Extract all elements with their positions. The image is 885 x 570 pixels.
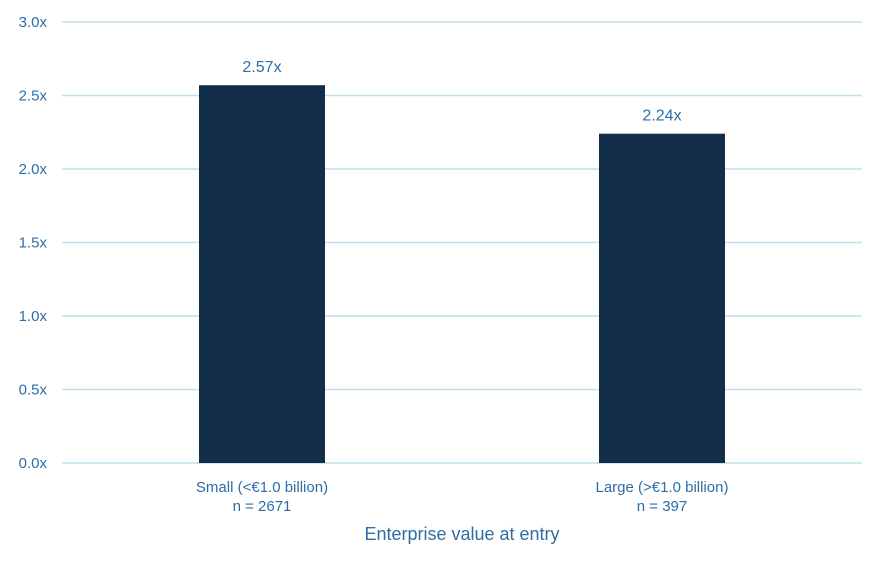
bar-value-label: 2.57x (242, 59, 281, 76)
y-tick-label: 3.0x (19, 14, 48, 31)
y-axis-tick-labels: 0.0x 0.5x 1.0x 1.5x 2.0x 2.5x 3.0x (19, 14, 48, 472)
x-axis-title: Enterprise value at entry (364, 524, 559, 544)
y-tick-label: 0.5x (19, 382, 48, 399)
y-tick-label: 2.0x (19, 161, 48, 178)
data-labels: 2.57x 2.24x (242, 59, 681, 125)
x-category-label: Large (>€1.0 billion) (595, 479, 728, 496)
bar (599, 133, 725, 463)
y-tick-label: 2.5x (19, 88, 48, 105)
bar (199, 85, 325, 464)
x-category-sublabel: n = 397 (637, 498, 687, 515)
y-tick-label: 1.0x (19, 308, 48, 325)
x-axis-category-labels: Small (<€1.0 billion) n = 2671 Large (>€1.… (196, 479, 729, 515)
y-tick-label: 0.0x (19, 455, 48, 472)
bar-value-label: 2.24x (642, 108, 681, 125)
x-category-sublabel: n = 2671 (233, 498, 292, 515)
gridlines (62, 21, 862, 464)
bars (199, 85, 725, 464)
y-tick-label: 1.5x (19, 235, 48, 252)
x-category-label: Small (<€1.0 billion) (196, 479, 328, 496)
